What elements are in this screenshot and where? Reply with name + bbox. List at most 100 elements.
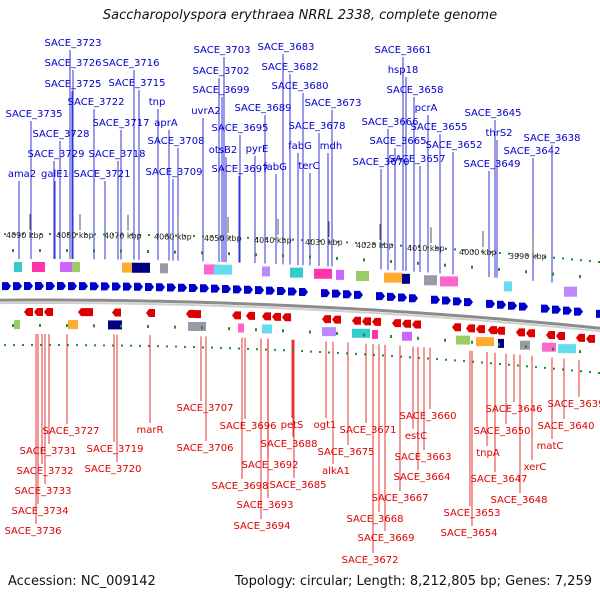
gene-label-forward: pyrE: [246, 144, 269, 155]
scale-dot: [544, 366, 546, 369]
scale-dot: [174, 325, 176, 329]
gene-label-reverse: alkA1: [322, 466, 350, 477]
forward-gene-arrow: [123, 282, 132, 291]
scale-dot: [166, 234, 168, 237]
reverse-gene-arrow: [262, 312, 271, 321]
feature-block: [356, 270, 369, 281]
gene-label-reverse: SACE_3646: [486, 404, 543, 415]
scale-dot: [579, 350, 581, 354]
scale-dot: [589, 371, 591, 374]
scale-dot: [346, 352, 348, 355]
scale-dot: [85, 344, 87, 347]
scale-dot: [4, 344, 6, 347]
gene-label-forward: SACE_3716: [103, 58, 160, 69]
feature-block: [72, 262, 80, 273]
scale-dot: [94, 233, 96, 236]
gene-label-forward: aprA: [154, 118, 178, 129]
gene-label-forward: SACE_3722: [68, 97, 125, 108]
gene-label-reverse: SACE_3639: [548, 399, 600, 410]
gene-label-forward: fabG: [288, 141, 312, 152]
scale-dot: [40, 233, 42, 235]
gene-label-forward: SACE_3721: [74, 169, 131, 180]
gene-label-reverse: marR: [137, 425, 164, 436]
forward-gene-arrow: [442, 296, 451, 305]
scale-ticks: 4090 kbp 4080 kbp 4070 kbp 4060 kbp 4050 kbp…: [4, 214, 600, 374]
gene-label-forward: SACE_3657: [389, 154, 446, 165]
forward-gene-arrow: [101, 282, 110, 291]
forward-gene-arrow: [46, 282, 55, 291]
scale-dot: [130, 233, 132, 236]
forward-gene-arrow: [178, 283, 187, 292]
feature-block: [160, 263, 168, 274]
feature-block: [456, 335, 470, 345]
accession-text: Accession: NC_009142: [8, 574, 156, 589]
gene-label-forward: terC: [298, 161, 319, 172]
feature-block: [32, 262, 45, 273]
gene-label-reverse: SACE_3719: [87, 444, 144, 455]
gene-label-forward: SACE_3735: [6, 109, 63, 120]
feature-block: [108, 320, 122, 330]
feature-block: [336, 269, 344, 280]
scale-dot: [309, 330, 311, 334]
gene-label-forward: SACE_3666: [362, 117, 419, 128]
scale-dot: [391, 244, 393, 247]
gene-label-reverse: SACE_3664: [394, 472, 451, 483]
scale-dot: [444, 263, 446, 267]
reverse-gene-arrow: [412, 320, 421, 329]
scale-dot: [346, 241, 348, 244]
scale-dot: [4, 233, 6, 236]
kbp-label: 4020 kbp: [356, 241, 394, 250]
scale-dot: [228, 327, 230, 331]
scale-dot: [355, 352, 357, 355]
reverse-gene-arrow: [526, 329, 535, 338]
scale-dot: [147, 325, 149, 328]
scale-dot: [228, 252, 230, 256]
scale-dot: [139, 344, 141, 347]
gene-label-reverse: ogt1: [314, 420, 337, 431]
gene-label-forward: SACE_3726: [45, 58, 102, 69]
forward-gene-arrow: [596, 309, 600, 318]
scale-dot: [12, 249, 14, 253]
gene-label-forward: SACE_3682: [262, 62, 319, 73]
gene-label-reverse: SACE_3734: [12, 506, 69, 517]
gene-label-reverse: SACE_3640: [538, 421, 595, 432]
gene-label-reverse: SACE_3654: [441, 528, 498, 539]
scale-dot: [112, 344, 114, 347]
scale-dot: [363, 258, 365, 262]
scale-dot: [390, 335, 392, 338]
scale-dot: [382, 243, 384, 246]
feature-block: [262, 266, 270, 277]
scale-dot: [373, 243, 375, 245]
gene-label-forward: SACE_3699: [193, 85, 250, 96]
topology-text: Topology: circular; Length: 8,212,805 bp…: [234, 574, 592, 589]
forward-gene-arrow: [189, 283, 198, 292]
scale-dot: [436, 358, 438, 361]
feature-block: [440, 276, 458, 287]
gene-label-forward: pcrA: [415, 103, 438, 114]
forward-gene-arrow: [244, 285, 253, 294]
backbone-shadow: [0, 302, 600, 333]
reverse-gene-arrow: [452, 323, 461, 332]
gene-label-reverse: xerC: [524, 462, 547, 473]
scale-dot: [517, 364, 519, 367]
scale-dot: [553, 256, 555, 259]
feature-block: [132, 262, 150, 273]
reverse-gene-arrow: [496, 326, 505, 335]
gene-label-forward: ama2: [8, 169, 36, 180]
feature-block: [214, 264, 232, 275]
scale-dot: [535, 255, 537, 258]
scale-dot: [193, 346, 195, 349]
reverse-gene-arrow: [576, 333, 585, 342]
scale-dot: [552, 347, 554, 351]
feature-block: [314, 268, 332, 279]
forward-gene-arrow: [398, 293, 407, 302]
scale-dot: [580, 370, 582, 373]
scale-dot: [166, 345, 168, 348]
gene-label-reverse: estC: [405, 431, 427, 442]
gene-label-reverse: SACE_3693: [237, 500, 294, 511]
scale-dot: [490, 362, 492, 365]
gene-label-forward: otsB2: [209, 145, 237, 156]
scale-dot: [508, 363, 510, 366]
scale-dot: [184, 234, 186, 237]
gene-label-forward: thrS2: [485, 128, 512, 139]
